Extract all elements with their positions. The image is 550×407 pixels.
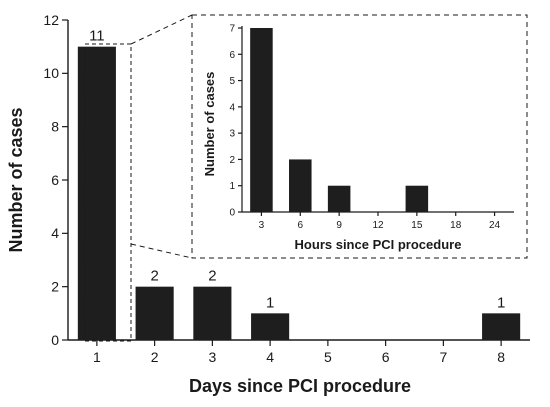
inset-x-tick-label: 3 (259, 220, 265, 231)
main-x-tick-label: 1 (93, 349, 101, 365)
main-data-label-2: 2 (150, 268, 158, 285)
main-bar-8 (482, 313, 521, 340)
main-y-axis-title: Number of cases (6, 107, 26, 252)
main-x-tick-label: 8 (497, 349, 505, 365)
inset-x-tick-label: 6 (298, 220, 304, 231)
main-bar-1 (77, 46, 116, 341)
inset-bar-9 (327, 185, 351, 212)
main-bar-4 (251, 313, 290, 340)
main-x-tick-label: 3 (208, 349, 216, 365)
main-x-tick-label: 4 (266, 349, 274, 365)
inset-y-tick-label: 5 (229, 76, 235, 87)
inset-x-tick-label: 24 (489, 220, 501, 231)
main-data-label-1: 11 (89, 28, 105, 45)
inset-y-axis-title: Number of cases (202, 72, 217, 177)
inset-y-tick-label: 2 (229, 155, 235, 166)
inset-x-axis-title: Hours since PCI procedure (295, 237, 462, 252)
inset-bar-15 (405, 185, 429, 212)
zoom-connector-top (130, 14, 193, 45)
main-data-label-8: 1 (497, 294, 505, 311)
main-data-label-3: 2 (208, 268, 216, 285)
inset-y-tick-label: 7 (229, 24, 235, 35)
inset-y-tick-label: 0 (229, 208, 235, 219)
main-y-tick-label: 0 (51, 332, 59, 348)
main-data-label-4: 1 (266, 294, 274, 311)
main-y-tick-label: 8 (51, 119, 59, 135)
inset-bar-3 (250, 28, 273, 212)
main-x-tick-label: 6 (382, 349, 390, 365)
main-y-tick-label: 4 (51, 225, 59, 241)
main-bar-3 (193, 286, 232, 340)
inset-y-tick-label: 1 (229, 181, 235, 192)
main-x-tick-label: 2 (151, 349, 159, 365)
zoom-connector-bottom (130, 243, 193, 259)
main-x-tick-label: 7 (439, 349, 447, 365)
zoom-highlight-box (84, 43, 132, 342)
inset-frame (191, 14, 528, 259)
inset-bar-6 (289, 159, 312, 212)
main-y-tick-label: 2 (51, 279, 59, 295)
inset-x-tick-label: 15 (411, 220, 423, 231)
main-bar-2 (135, 286, 174, 340)
inset-x-tick-label: 9 (336, 220, 342, 231)
main-y-tick-label: 10 (43, 65, 59, 81)
main-x-tick-label: 5 (324, 349, 332, 365)
inset-x-tick-label: 12 (372, 220, 384, 231)
main-y-tick-label: 12 (43, 12, 59, 28)
inset-y-tick-label: 6 (229, 50, 235, 61)
main-y-tick-label: 6 (51, 172, 59, 188)
inset-y-tick-label: 3 (229, 129, 235, 140)
inset-x-tick-label: 18 (450, 220, 462, 231)
inset-y-tick-label: 4 (229, 102, 235, 113)
main-x-axis-title: Days since PCI procedure (189, 376, 411, 396)
